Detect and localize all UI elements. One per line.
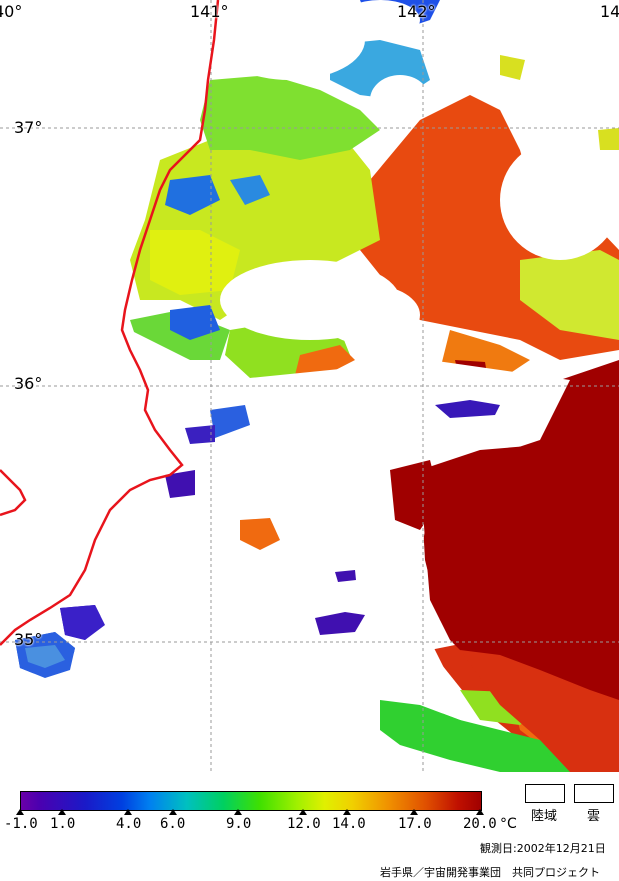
- tick-mark: [124, 809, 132, 815]
- unit-label: °C: [500, 816, 517, 832]
- tick-label: 17.0: [398, 816, 432, 832]
- tick-label: 4.0: [116, 816, 142, 832]
- cloud-key-label: 雲: [587, 809, 601, 824]
- lat-label-35: 35°: [14, 630, 43, 649]
- tick-label: 1.0: [50, 816, 76, 832]
- lon-label-142: 142°: [397, 2, 436, 21]
- land-key-label: 陸域: [531, 809, 558, 824]
- land-key-swatch: [525, 784, 565, 803]
- tick-label: 20.0: [463, 816, 497, 832]
- tick-mark: [169, 809, 177, 815]
- tick-label: 6.0: [160, 816, 186, 832]
- tick-label: 14.0: [332, 816, 366, 832]
- tick-mark: [410, 809, 418, 815]
- temperature-color-bar: [20, 791, 482, 811]
- tick-mark: [343, 809, 351, 815]
- cloud-areas: [0, 0, 619, 772]
- lat-label-37: 37°: [14, 118, 43, 137]
- tick-label: -1.0: [4, 816, 38, 832]
- tick-mark: [476, 809, 484, 815]
- coastline: [0, 0, 220, 646]
- graticule: [0, 0, 619, 772]
- observation-date: 観測日:2002年12月21日: [480, 842, 606, 855]
- cloud-key-swatch: [574, 784, 614, 803]
- tick-mark: [16, 809, 24, 815]
- tick-mark: [234, 809, 242, 815]
- lat-label-36: 36°: [14, 374, 43, 393]
- tick-label: 9.0: [226, 816, 252, 832]
- lon-label-143: 14: [600, 2, 619, 21]
- tick-label: 12.0: [287, 816, 321, 832]
- tick-mark: [58, 809, 66, 815]
- lon-label-140: 40°: [0, 2, 23, 21]
- sst-map: [0, 0, 619, 772]
- tick-mark: [299, 809, 307, 815]
- credit-text: 岩手県／宇宙開発事業団 共同プロジェクト: [380, 866, 600, 879]
- lon-label-141: 141°: [190, 2, 229, 21]
